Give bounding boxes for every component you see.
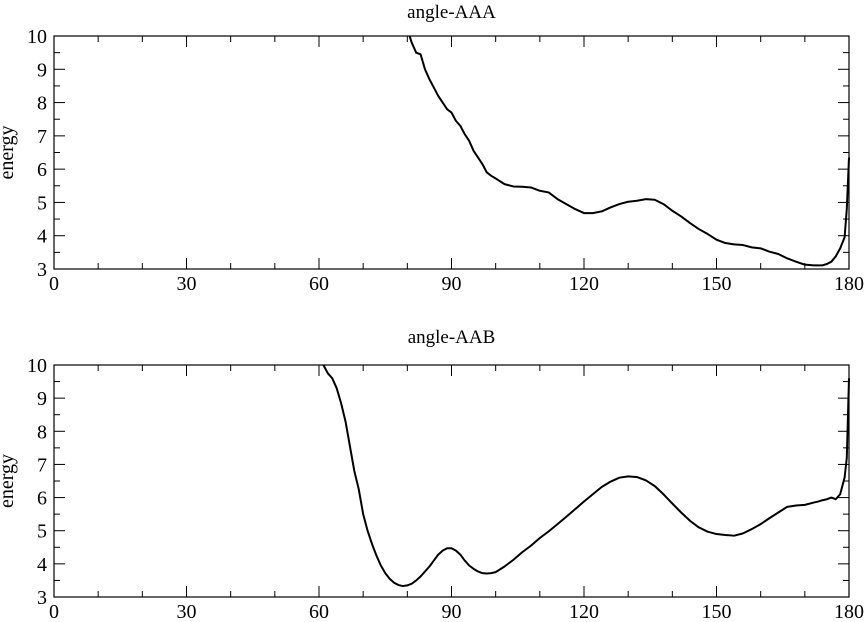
y-tick-label: 4 — [37, 226, 47, 248]
x-tick-label: 0 — [49, 273, 59, 295]
x-tick-label: 60 — [309, 273, 329, 295]
x-tick-label: 90 — [442, 273, 462, 295]
x-tick-label: 120 — [569, 273, 599, 295]
y-tick-label: 8 — [37, 421, 47, 443]
y-tick-label: 5 — [37, 521, 47, 543]
x-tick-label: 60 — [309, 601, 329, 622]
chart-title: angle-AAB — [408, 327, 496, 348]
y-tick-label: 6 — [37, 159, 47, 181]
y-tick-label: 9 — [37, 59, 47, 81]
chart-panel-bottom: angle-AAB 0 30 60 90 120 150 180 3 4 5 6 7 8 9 10 energy — [0, 327, 864, 622]
x-tick-label: 0 — [49, 601, 59, 622]
y-tick-label: 5 — [37, 192, 47, 214]
plot-frame — [53, 364, 850, 598]
y-tick-label: 6 — [37, 488, 47, 510]
x-tick-label: 120 — [569, 601, 599, 622]
energy-series-line — [322, 364, 850, 588]
x-tick-label: 180 — [834, 601, 864, 622]
x-tick-label: 150 — [702, 273, 732, 295]
y-axis-label: energy — [0, 125, 18, 179]
y-tick-label: 4 — [37, 554, 47, 576]
y-tick-label: 8 — [37, 93, 47, 115]
y-tick-label: 3 — [37, 259, 47, 281]
x-tick-label: 30 — [177, 273, 197, 295]
y-tick-label: 7 — [37, 454, 47, 476]
x-tick-label: 180 — [834, 273, 864, 295]
y-tick-label: 7 — [37, 126, 47, 148]
x-tick-label: 30 — [177, 601, 197, 622]
plot-frame — [53, 35, 850, 270]
y-tick-label: 3 — [37, 587, 47, 609]
y-axis-label: energy — [0, 454, 18, 508]
y-tick-label: 9 — [37, 388, 47, 410]
x-tick-label: 90 — [442, 601, 462, 622]
chart-panel-top: angle-AAA 0 30 60 90 120 150 180 3 4 5 6 7 8 9 10 energy — [0, 2, 864, 295]
y-tick-label: 10 — [27, 355, 47, 377]
energy-series-line — [408, 35, 850, 267]
x-tick-label: 150 — [702, 601, 732, 622]
chart-title: angle-AAA — [407, 2, 496, 23]
y-tick-label: 10 — [27, 26, 47, 48]
